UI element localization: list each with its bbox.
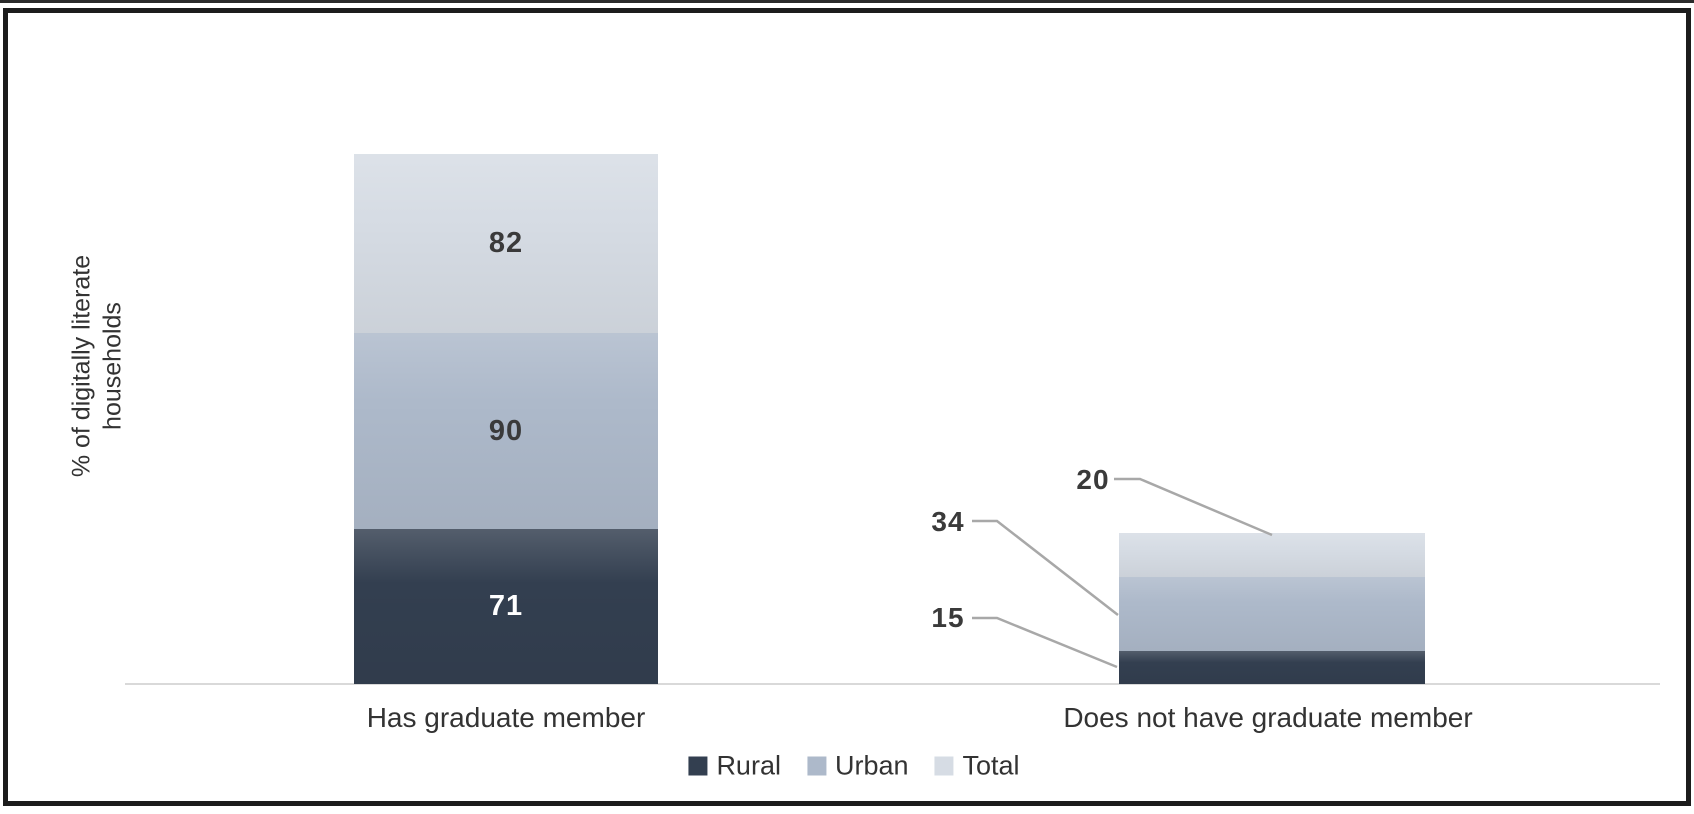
legend: Rural Urban Total	[688, 750, 1020, 782]
category-label-has-graduate: Has graduate member	[366, 702, 646, 733]
bar-segment-urban-left: 90	[354, 333, 658, 529]
image-top-edge-line	[0, 0, 1694, 3]
category-label-no-graduate: Does not have graduate member	[1063, 702, 1473, 733]
legend-swatch-total-icon	[934, 756, 954, 776]
legend-swatch-rural-icon	[688, 756, 708, 776]
bar-segment-urban-right	[1119, 577, 1425, 651]
legend-item-urban: Urban	[806, 750, 909, 782]
data-label-urban-left: 90	[488, 414, 524, 447]
data-label-total-right: 20	[1076, 464, 1110, 495]
bar-segment-rural-right	[1119, 651, 1425, 684]
data-label-urban-right: 34	[931, 506, 965, 537]
legend-label-total: Total	[962, 750, 1020, 781]
data-label-rural-left: 71	[488, 590, 524, 622]
legend-label-rural: Rural	[716, 750, 781, 781]
data-label-rural-right: 15	[931, 602, 965, 633]
bar-segment-rural-left: 71	[354, 529, 658, 684]
legend-item-rural: Rural	[688, 751, 781, 782]
legend-item-total: Total	[934, 750, 1020, 782]
x-axis-line	[125, 683, 1660, 685]
bar-segment-total-right	[1119, 533, 1425, 577]
bar-segment-total-left: 82	[354, 154, 658, 333]
legend-swatch-urban-icon	[806, 756, 826, 776]
data-label-total-left: 82	[488, 227, 524, 259]
legend-label-urban: Urban	[834, 750, 909, 781]
